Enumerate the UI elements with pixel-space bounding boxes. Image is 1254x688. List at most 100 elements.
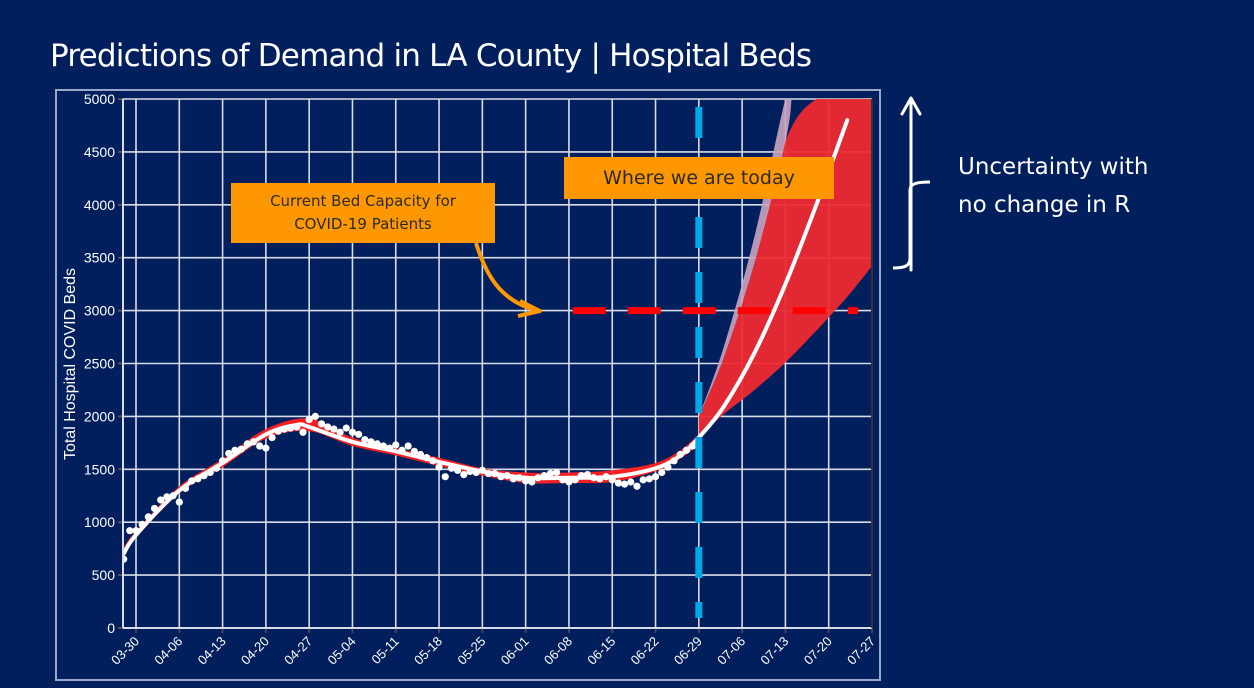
observed-point [614,479,623,487]
y-tick-label: 4000 [84,197,115,213]
observed-point [441,473,449,481]
observed-point [392,441,400,449]
observed-point [385,444,394,452]
observed-point [546,469,554,478]
observed-point [522,477,530,485]
x-tick-label: 04-27 [281,634,315,668]
observed-point [621,480,629,488]
observed-point [689,442,697,450]
capacity-arrowhead-icon [517,299,542,318]
observed-point [175,498,183,506]
x-tick-label: 07-06 [714,634,748,668]
observed-point [268,433,276,442]
observed-point [565,478,573,486]
x-tick-label: 04-06 [151,634,185,668]
observed-point [670,457,678,465]
observed-point [379,442,387,450]
capacity-callout-line1: Current Bed Capacity for [270,192,456,210]
y-tick-label: 2000 [84,408,115,424]
observed-point [639,476,647,484]
observed-point [181,484,190,492]
observed-point [373,440,381,448]
observed-point [676,450,684,459]
observed-point [398,446,406,454]
observed-point [206,468,214,477]
observed-point [188,477,196,485]
observed-point [627,478,635,486]
observed-point [472,468,480,477]
uncertainty-line1: Uncertainty with [958,154,1149,180]
observed-point [410,447,418,455]
observed-point [324,423,332,431]
x-tick-label: 07-27 [844,634,878,668]
x-tick-label: 05-18 [411,634,445,668]
uncertainty-line2: no change in R [958,192,1131,218]
observed-point [404,442,412,450]
observed-point [682,446,691,454]
capacity-arrow [474,242,536,312]
observed-point [249,438,258,446]
observed-point [497,473,505,481]
observed-point [237,445,245,453]
observed-point [157,496,165,504]
y-tick-label: 2500 [84,356,115,372]
y-tick-label: 1500 [84,461,115,477]
observed-point [287,424,295,432]
observed-point [466,467,474,476]
x-tick-label: 05-11 [368,634,401,667]
x-tick-label: 06-08 [541,634,575,668]
observed-point [336,428,344,436]
observed-point [664,463,672,471]
observed-point [126,527,134,535]
slide-title: Predictions of Demand in LA County | Hos… [50,38,812,74]
observed-point [540,472,548,480]
observed-point [311,412,319,420]
y-tick-label: 4500 [84,144,115,160]
observed-point [423,454,431,462]
observed-points [123,412,697,563]
observed-point [194,475,202,483]
x-tick-label: 03-30 [108,634,142,668]
observed-point [231,446,239,454]
observed-point [645,475,653,483]
observed-point [144,513,152,521]
y-tick-label: 3000 [84,303,115,319]
observed-point [435,463,443,471]
observed-point [200,472,208,480]
observed-point [225,449,233,458]
today-callout: Where we are today [564,157,834,199]
observed-point [658,468,666,477]
observed-point [348,428,357,436]
x-tick-label: 07-13 [757,634,791,668]
capacity-callout: Current Bed Capacity for COVID-19 Patien… [231,183,495,243]
observed-point [528,478,536,486]
observed-point [633,482,641,490]
x-tick-label: 05-04 [324,634,358,668]
observed-point [608,476,616,484]
observed-point [602,473,610,481]
y-tick-label: 3500 [84,250,115,266]
observed-point [367,438,375,446]
x-tick-label: 07-20 [801,634,835,668]
observed-point [280,425,289,433]
y-tick-label: 0 [107,620,115,636]
x-tick-label: 06-01 [498,634,532,668]
observed-point [571,476,579,484]
observed-point [305,415,313,424]
observed-point [534,474,542,482]
observed-point [256,442,264,450]
observed-point [274,427,282,435]
observed-point [590,474,598,482]
observed-point [169,492,177,500]
observed-point [299,428,307,436]
observed-point [138,520,146,528]
observed-point [559,476,567,484]
observed-point [218,457,227,465]
x-tick-label: 04-20 [238,634,272,668]
observed-point [577,472,585,480]
observed-point [416,450,425,459]
observed-point [478,466,486,474]
observed-point [552,468,561,477]
observed-point [330,425,338,433]
